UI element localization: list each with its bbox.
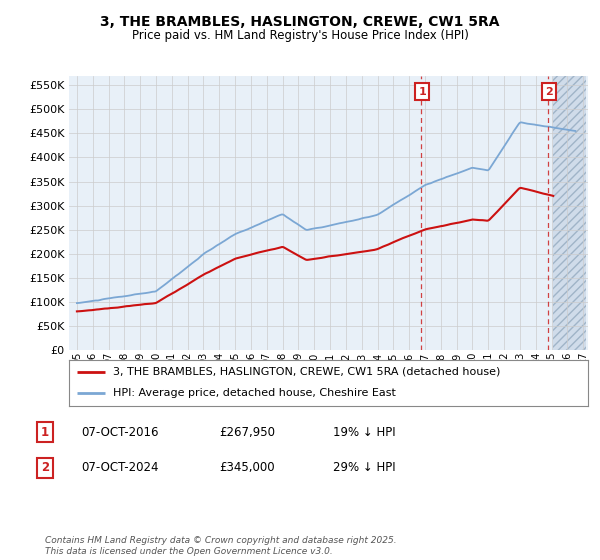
Text: 2: 2 <box>545 87 553 96</box>
Text: 3, THE BRAMBLES, HASLINGTON, CREWE, CW1 5RA: 3, THE BRAMBLES, HASLINGTON, CREWE, CW1 … <box>100 15 500 29</box>
Text: HPI: Average price, detached house, Cheshire East: HPI: Average price, detached house, Ches… <box>113 388 396 398</box>
Text: 07-OCT-2016: 07-OCT-2016 <box>81 426 158 439</box>
Text: £345,000: £345,000 <box>219 461 275 474</box>
Text: 1: 1 <box>41 426 49 439</box>
Text: Contains HM Land Registry data © Crown copyright and database right 2025.
This d: Contains HM Land Registry data © Crown c… <box>45 536 397 556</box>
Text: £267,950: £267,950 <box>219 426 275 439</box>
Text: Price paid vs. HM Land Registry's House Price Index (HPI): Price paid vs. HM Land Registry's House … <box>131 29 469 42</box>
Text: 1: 1 <box>418 87 426 96</box>
Text: 2: 2 <box>41 461 49 474</box>
Text: 3, THE BRAMBLES, HASLINGTON, CREWE, CW1 5RA (detached house): 3, THE BRAMBLES, HASLINGTON, CREWE, CW1 … <box>113 367 500 376</box>
Text: 29% ↓ HPI: 29% ↓ HPI <box>333 461 395 474</box>
Text: 07-OCT-2024: 07-OCT-2024 <box>81 461 158 474</box>
Text: 19% ↓ HPI: 19% ↓ HPI <box>333 426 395 439</box>
